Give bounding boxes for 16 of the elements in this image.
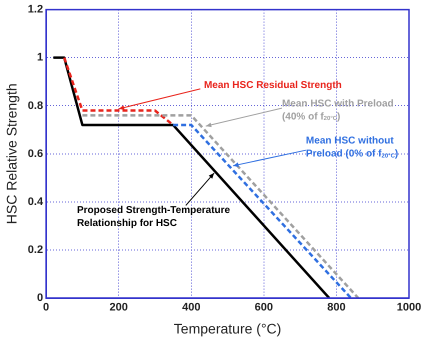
text: Mean HSC Residual Strength <box>204 80 342 92</box>
series-label: Proposed Strength-Temperature Relationship for HSC <box>76 205 231 230</box>
y-axis-title: HSC Relative Strength <box>3 83 20 224</box>
y-tick-label: 0.6 <box>28 148 44 160</box>
y-tick-label: 0.2 <box>28 244 44 256</box>
y-tick-label: 1.2 <box>28 4 44 16</box>
y-tick-label: 0.4 <box>28 196 44 208</box>
x-axis-title: Temperature (°C) <box>174 320 282 336</box>
y-tick-label: 0 <box>36 292 44 304</box>
x-tick-label: 600 <box>254 302 274 314</box>
x-tick-label: 200 <box>109 302 128 314</box>
y-tick-label: 0.8 <box>28 100 44 112</box>
y-tick-label: 1 <box>36 52 44 64</box>
x-tick-label: 800 <box>327 302 346 314</box>
x-tick-label: 400 <box>182 302 200 314</box>
x-tick-label: 1000 <box>396 302 422 314</box>
